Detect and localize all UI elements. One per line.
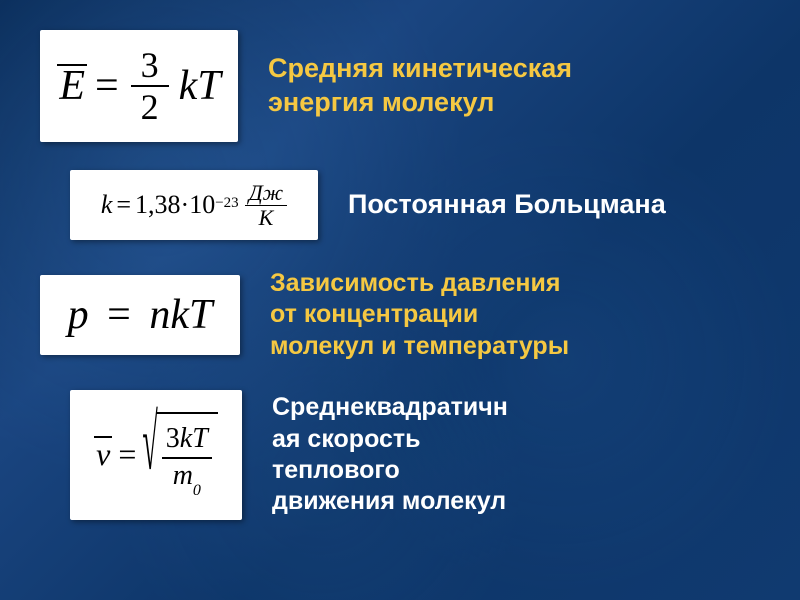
formula-pressure: p = nkT [40, 275, 240, 355]
equals: = [116, 190, 131, 220]
row-kinetic-energy: E = 3 2 kT Средняя кинетическая энергия … [40, 30, 760, 142]
symbol-p: p [68, 292, 89, 338]
unit-num: Дж [245, 182, 287, 206]
equals: = [118, 436, 136, 473]
symbol-nkt: nkT [149, 292, 212, 338]
symbol-e-bar: E [57, 62, 87, 110]
label-boltzmann: Постоянная Больцмана [348, 188, 666, 222]
row-rms-speed: v = √ 3kT m0 Среднеквадратичн ая скорост… [40, 390, 760, 520]
radical-icon: √ [142, 402, 157, 492]
symbol-kt: kT [179, 62, 221, 110]
label-kinetic-energy: Средняя кинетическая энергия молекул [268, 52, 572, 120]
label-pressure: Зависимость давления от концентрации мол… [270, 268, 569, 362]
symbol-v-bar: v [94, 436, 112, 473]
equals: = [95, 62, 119, 110]
label-rms-speed: Среднеквадратичн ая скорость теплового д… [272, 392, 508, 517]
unit-den: K [259, 206, 274, 229]
row-pressure: p = nkT Зависимость давления от концентр… [40, 268, 760, 362]
numerator: 3 [131, 47, 169, 87]
mantissa: 1,38 [135, 190, 181, 220]
denominator: 2 [141, 87, 159, 125]
formula-kinetic-energy: E = 3 2 kT [40, 30, 238, 142]
physics-slide: E = 3 2 kT Средняя кинетическая энергия … [0, 0, 800, 600]
sqrt-numerator: 3kT [162, 424, 212, 459]
formula-boltzmann: k = 1,38 · 10−23 Дж K [70, 170, 318, 240]
exponent: −23 [215, 195, 238, 212]
base: 10 [189, 190, 215, 220]
formula-rms-speed: v = √ 3kT m0 [70, 390, 242, 520]
equals: = [107, 292, 131, 338]
row-boltzmann: k = 1,38 · 10−23 Дж K Постоянная Больцма… [40, 170, 760, 240]
symbol-k: k [101, 190, 113, 220]
sqrt-denominator: m0 [173, 459, 201, 495]
